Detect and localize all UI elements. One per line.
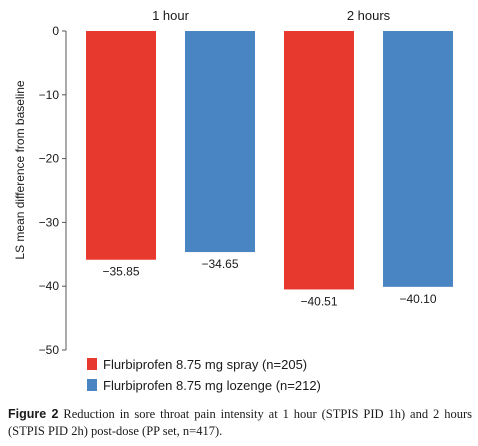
bars (86, 31, 453, 290)
bar (86, 31, 156, 260)
category-label: 1 hour (152, 8, 190, 23)
figure-caption: Figure 2 Reduction in sore throat pain i… (8, 406, 472, 440)
y-tick-label: −10 (39, 88, 60, 102)
legend-swatch (87, 379, 97, 391)
category-label: 2 hours (347, 8, 391, 23)
bar (284, 31, 354, 290)
y-axis-label: LS mean difference from baseline (13, 80, 27, 260)
legend-label: Flurbiprofen 8.75 mg spray (n=205) (103, 357, 307, 372)
legend: Flurbiprofen 8.75 mg spray (n=205) Flurbi… (87, 357, 321, 393)
legend-swatch (87, 358, 97, 370)
legend-label: Flurbiprofen 8.75 mg lozenge (n=212) (103, 378, 321, 393)
y-tick-label: 0 (52, 24, 59, 38)
figure-caption-text: Reduction in sore throat pain intensity … (8, 407, 472, 438)
figure-caption-label: Figure 2 (8, 407, 59, 421)
data-label: −40.51 (300, 294, 337, 308)
bar-chart: 0 −10 −20 −30 −40 −50 1 hour 2 hours −35.85 −34… (13, 8, 453, 393)
data-label: −35.85 (102, 265, 139, 279)
category-labels: 1 hour 2 hours (152, 8, 391, 23)
y-axis: 0 −10 −20 −30 −40 −50 (39, 24, 67, 357)
y-tick-label: −20 (39, 152, 60, 166)
data-label: −34.65 (201, 257, 238, 271)
y-tick-label: −30 (39, 215, 60, 229)
bar (383, 31, 453, 287)
data-label: −40.10 (399, 292, 436, 306)
bar (185, 31, 255, 253)
value-labels: −35.85 −34.65 −40.51 −40.10 (102, 257, 436, 308)
y-tick-label: −40 (39, 279, 60, 293)
y-tick-label: −50 (39, 343, 60, 357)
